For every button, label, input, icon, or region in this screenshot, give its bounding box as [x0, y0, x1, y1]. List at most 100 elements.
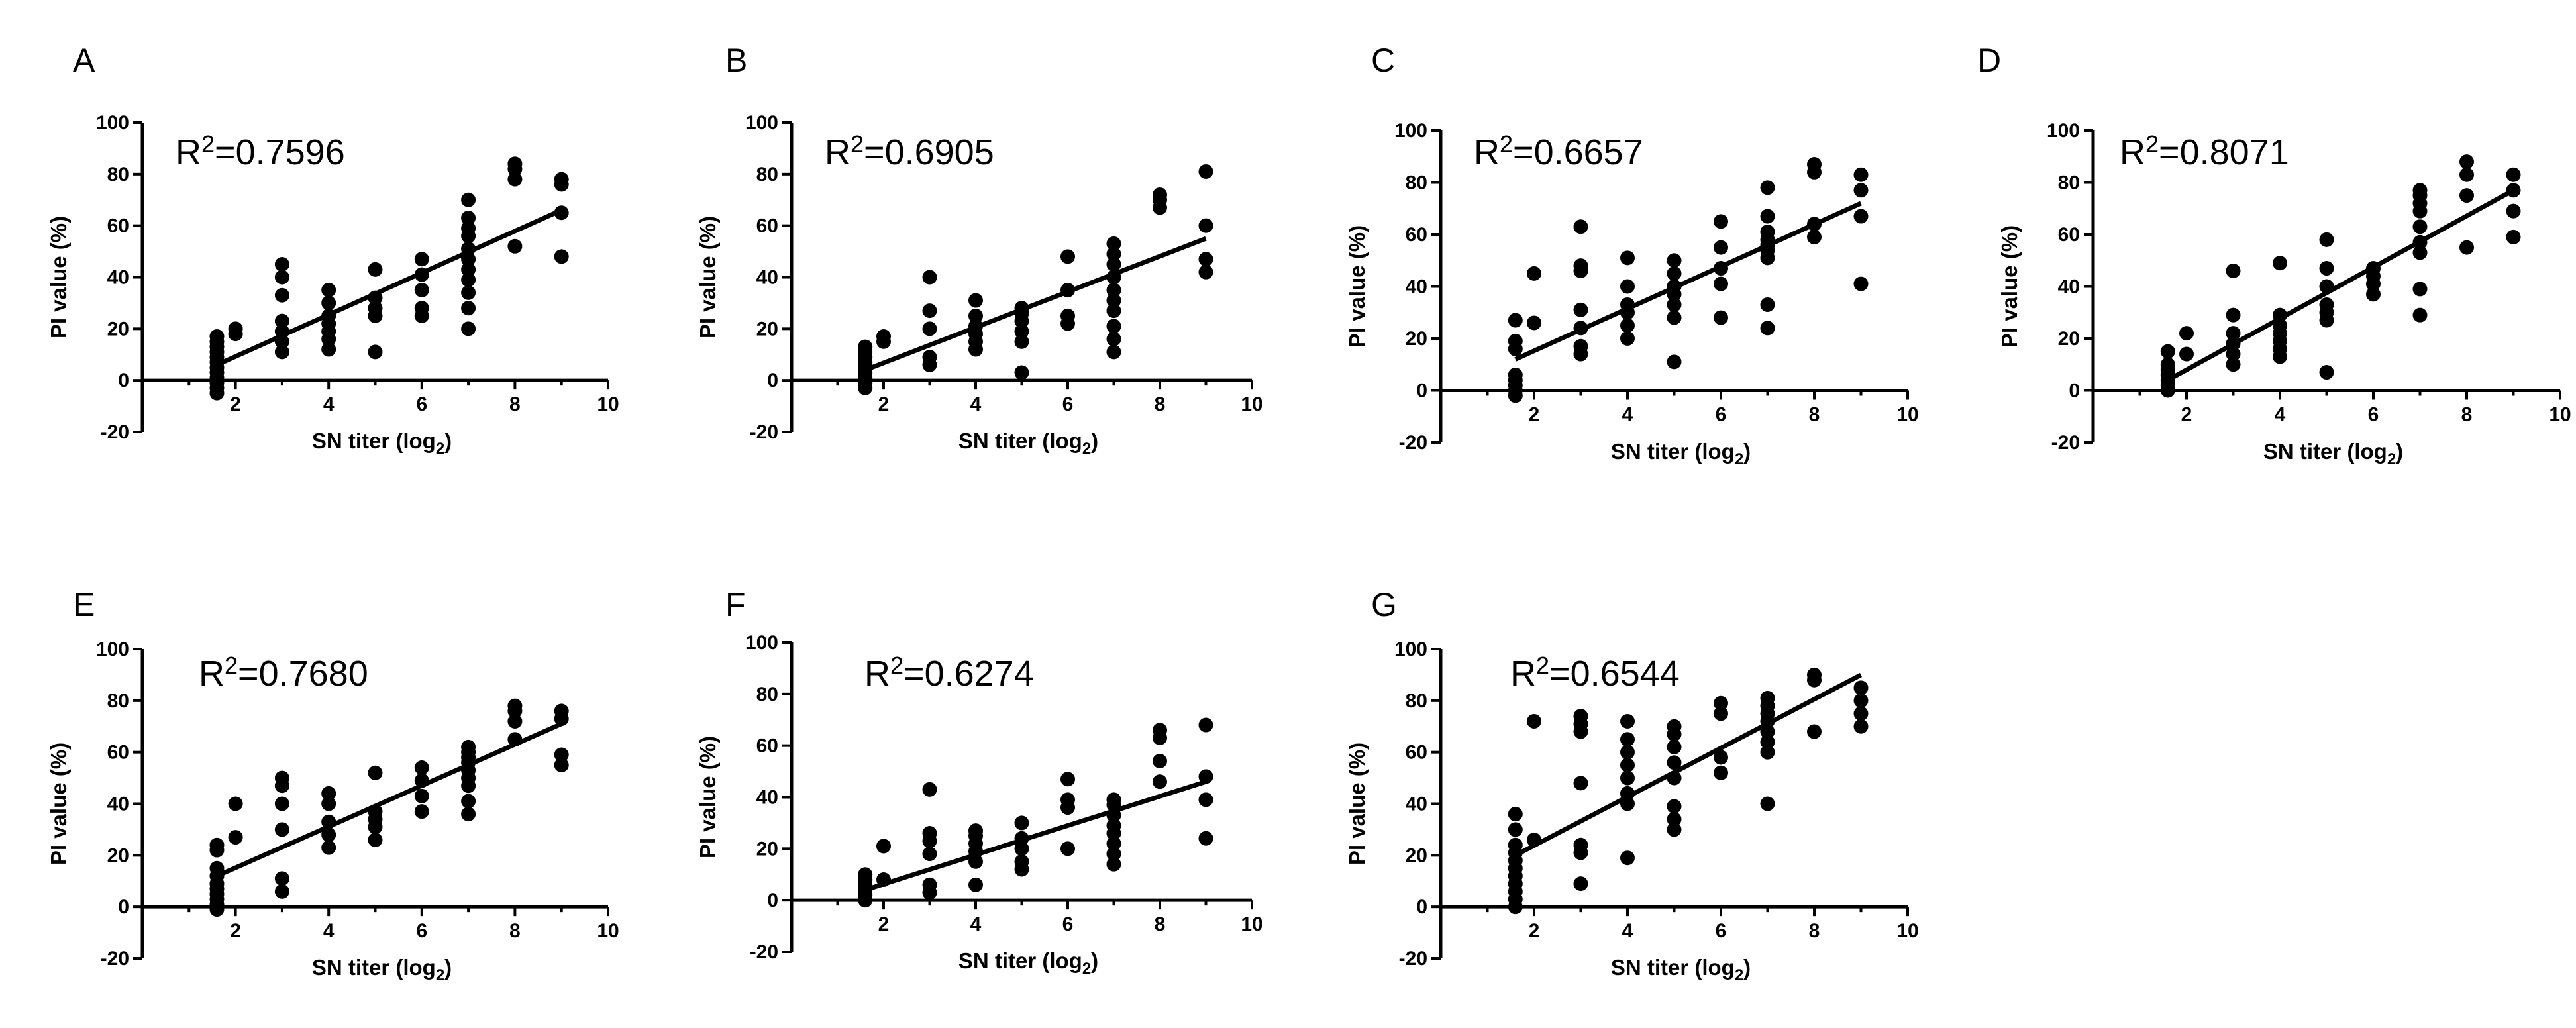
panel-e-data-point: [274, 822, 289, 837]
panel-d-data-point: [2412, 245, 2428, 260]
panel-c-data-point: [1807, 157, 1822, 172]
panel-d-data-point: [2506, 203, 2521, 219]
panel-c-data-point: [1760, 297, 1775, 312]
panel-e-data-point: [414, 804, 429, 819]
panel-c-data-point: [1527, 266, 1541, 281]
panel-a-y-tick-label: 40: [107, 267, 129, 289]
panel-f-data-point: [1106, 818, 1121, 833]
panel-e-data-point: [368, 765, 383, 780]
panel-b-y-tick-label: 40: [756, 267, 778, 289]
panel-b-y-tick-label: -20: [750, 421, 778, 443]
panel-f-data-point: [1198, 769, 1213, 784]
panel-g-y-tick-label: 60: [1406, 742, 1427, 764]
panel-f-data-point: [1153, 754, 1167, 769]
panel-d-data-point: [2459, 188, 2474, 203]
panel-a-data-point: [554, 205, 569, 221]
panel-d-y-tick-label: 20: [2058, 328, 2080, 350]
panel-f-x-tick-label: 2: [878, 913, 890, 935]
panel-g-x-tick-label: 10: [1896, 920, 1918, 942]
panel-g-data-point: [1853, 680, 1869, 695]
panel-f: F R2=0.6274 -20 0 20 40 60 80 100 2 4 6 8 10 SN titer …: [696, 586, 1263, 978]
panel-e-y-tick-label: 0: [118, 896, 129, 918]
panel-g-data-point: [1853, 706, 1869, 721]
panel-b-x-tick-label: 6: [1062, 393, 1074, 415]
panel-f-data-point: [1060, 841, 1075, 856]
panel-c-data-point: [1714, 310, 1728, 325]
panel-a-data-point: [274, 287, 289, 303]
panel-c-letter: C: [1371, 42, 1395, 79]
panel-g-data-point: [1508, 822, 1523, 837]
panel-a-data-point: [321, 282, 336, 297]
panel-f-y-tick-label: 40: [756, 787, 778, 809]
panel-f-y-tick-label: -20: [750, 941, 778, 963]
panel-a-data-point: [274, 270, 289, 285]
panel-g-x-tick-label: 4: [1622, 920, 1633, 942]
panel-b-data-point: [922, 350, 937, 365]
panel-b-data-point: [1106, 282, 1121, 297]
panel-a-data-point: [507, 156, 523, 172]
panel-g-data-point: [1667, 822, 1682, 837]
panel-f-x-tick-label: 10: [1241, 913, 1262, 935]
panel-b-data-point: [1014, 334, 1029, 349]
panel-e-data-point: [274, 884, 289, 899]
panel-a-x-axis-title: SN titer (log2): [312, 429, 452, 458]
panel-c-data-point: [1853, 167, 1869, 182]
panel-g-data-point: [1807, 667, 1822, 682]
panel-f-data-point: [1198, 792, 1213, 807]
panel-e-r2-label: R2=0.7680: [199, 652, 368, 694]
panel-d-data-point: [2160, 344, 2175, 359]
panel-d-x-tick-label: 2: [2181, 404, 2192, 426]
panel-c-data-point: [1667, 354, 1682, 370]
panel-e-data-point: [414, 760, 429, 776]
panel-b-data-point: [1106, 257, 1121, 272]
panel-a-data-point: [321, 295, 336, 311]
panel-d: D R2=0.8071 -20 0 20 40 60 80 100 2 4 6 8 10 SN titer …: [1977, 42, 2571, 468]
panel-a: A R2=0.7596 -20 0 20 40 60 80 100 2 4 6 8 10 SN titer …: [46, 42, 619, 458]
panel-d-data-point: [2506, 167, 2521, 182]
panel-a-data-point: [228, 321, 243, 336]
panel-b-data-point: [1106, 303, 1121, 319]
panel-b: B R2=0.6905 -20 0 20 40 60 80 100 2 4 6 8 10 SN titer …: [696, 42, 1263, 458]
panel-a-data-point: [554, 172, 569, 187]
panel-e-data-point: [461, 807, 476, 822]
panel-e-y-tick-label: 80: [107, 690, 129, 712]
panel-c-data-point: [1667, 310, 1682, 325]
panel-b-letter: B: [725, 42, 747, 79]
panel-d-data-point: [2179, 346, 2194, 362]
panel-d-data-point: [2226, 263, 2241, 278]
panel-e-data-point: [321, 796, 336, 811]
panel-b-x-tick-label: 4: [970, 393, 982, 415]
panel-c-data-point: [1620, 250, 1635, 266]
panel-b-data-point: [876, 329, 891, 344]
panel-b-data-point: [1198, 164, 1213, 179]
panel-b-x-axis-title: SN titer (log2): [958, 429, 1098, 458]
panel-c-data-point: [1760, 321, 1775, 336]
panel-a-y-tick-label: 60: [107, 215, 129, 237]
panel-c-y-tick-label: 0: [1416, 380, 1427, 402]
panel-b-data-point: [922, 270, 937, 285]
panel-c-data-point: [1508, 333, 1523, 348]
panel-g-r2-label: R2=0.6544: [1510, 652, 1680, 694]
panel-d-x-tick-label: 4: [2275, 404, 2286, 426]
panel-b-data-point: [1060, 308, 1075, 323]
panel-e-data-point: [321, 840, 336, 855]
panel-g-data-point: [1714, 706, 1728, 721]
panel-c-y-tick-label: 60: [1406, 224, 1427, 246]
panel-f-y-tick-label: 60: [756, 735, 778, 757]
panel-e-data-point: [414, 788, 429, 803]
panel-g-data-point: [1667, 811, 1682, 827]
panel-b-data-point: [1060, 249, 1075, 264]
panel-b-data-point: [968, 308, 983, 323]
panel-a-y-axis-title: PI value (%): [46, 216, 71, 338]
panel-e-data-point: [321, 827, 336, 843]
panel-g-data-point: [1853, 719, 1869, 734]
panel-f-data-point: [1198, 717, 1213, 733]
panel-b-fit-line: [864, 236, 1207, 372]
panel-f-data-point: [1106, 847, 1121, 862]
panel-e-x-tick-label: 6: [416, 920, 427, 942]
panel-g-x-tick-label: 6: [1716, 920, 1727, 942]
panel-e-y-tick-label: -20: [101, 948, 129, 970]
panel-c-x-tick-label: 2: [1529, 404, 1540, 426]
panel-g-fit-line: [1514, 672, 1863, 858]
panel-a-data-point: [414, 252, 429, 267]
